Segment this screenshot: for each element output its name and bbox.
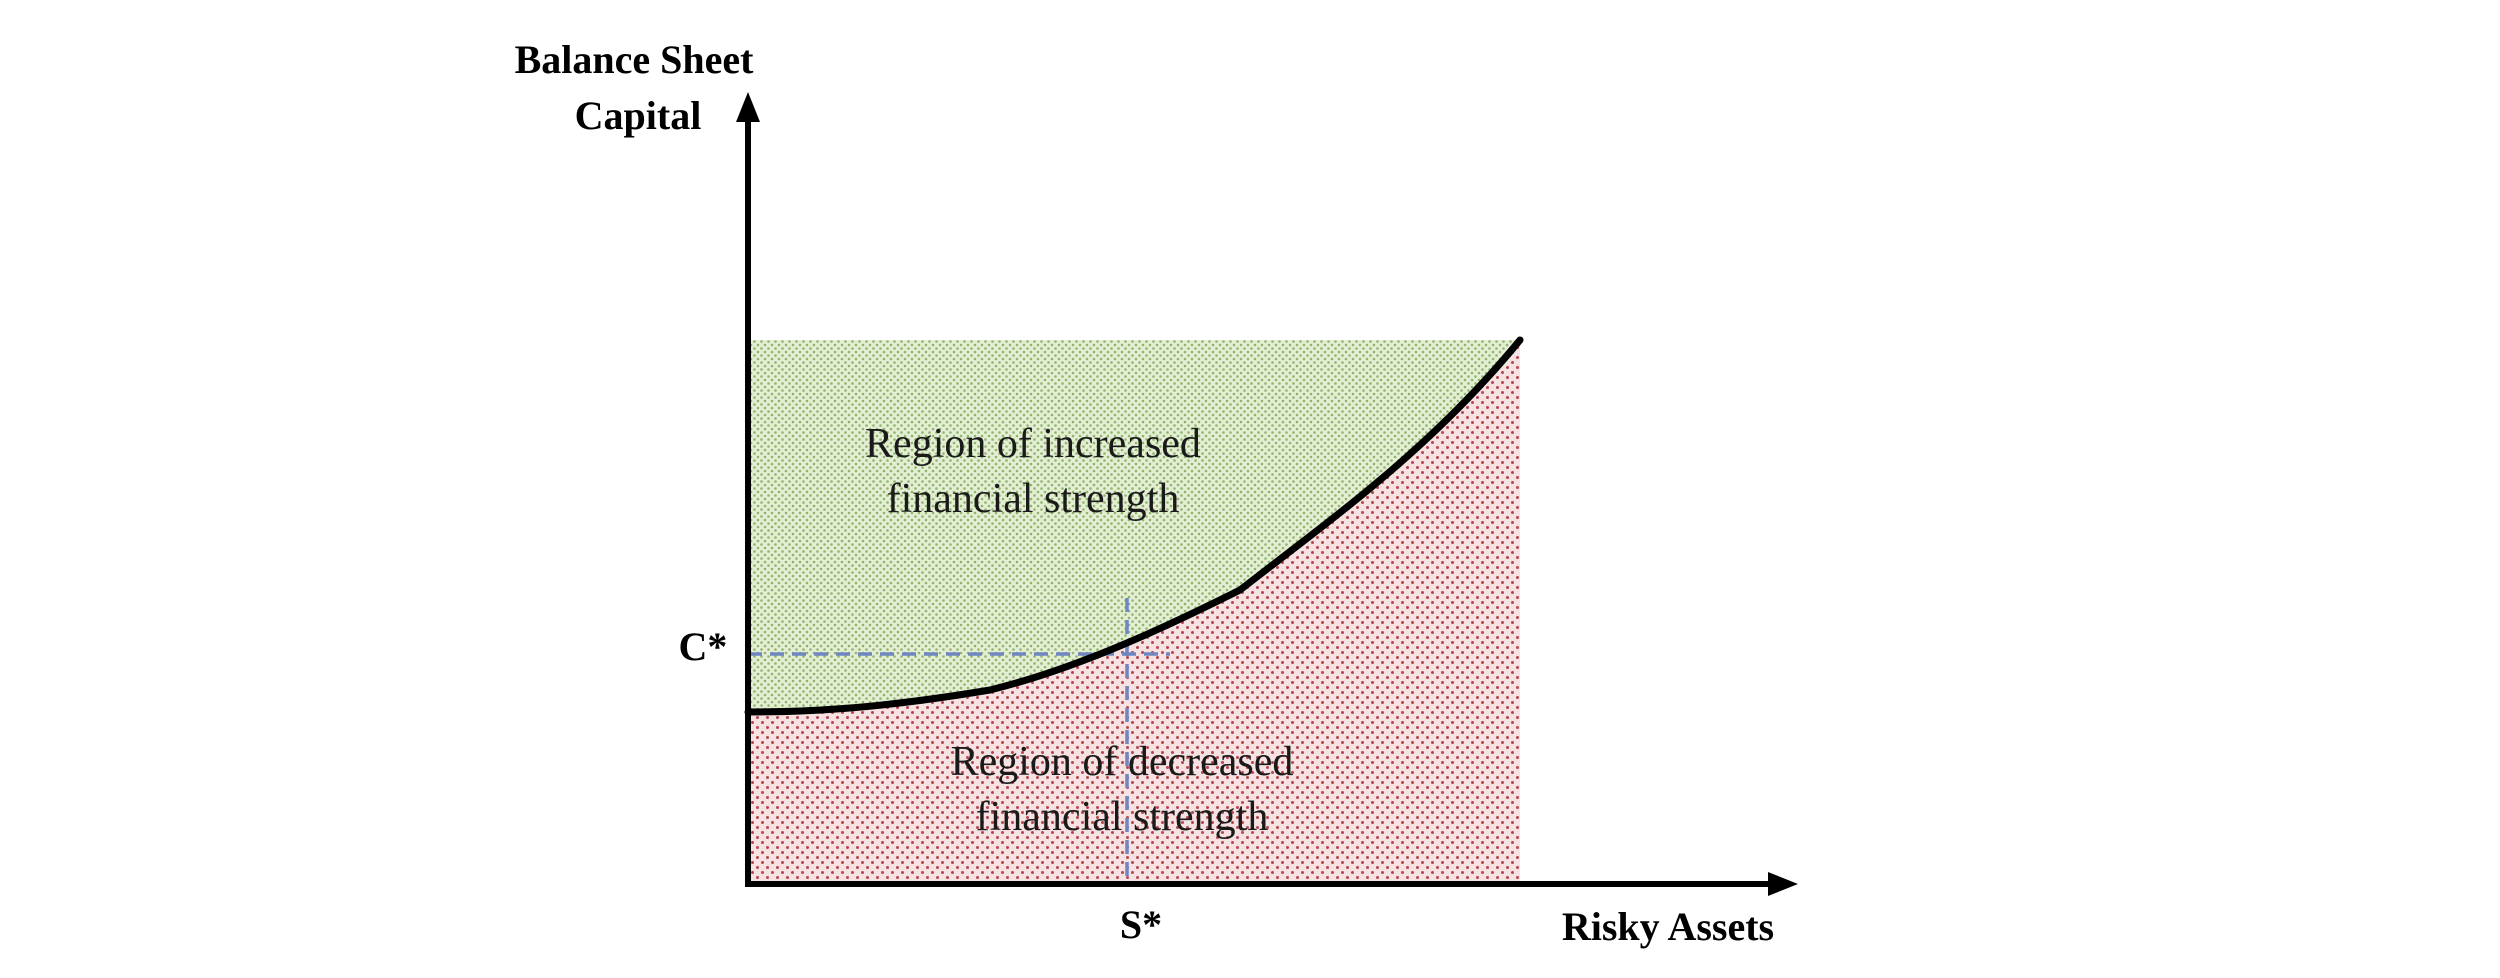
region-decreased-label-line2: financial strength (976, 794, 1269, 840)
region-decreased-label-line1: Region of decreased (951, 739, 1294, 785)
region-increased-area (748, 340, 1520, 712)
y-axis-arrowhead (736, 92, 760, 122)
region-increased-label-line1: Region of increased (865, 421, 1201, 467)
x-axis-arrowhead (1768, 872, 1798, 896)
s-star-label: S* (1120, 902, 1162, 947)
x-axis-title: Risky Assets (1562, 904, 1774, 949)
y-axis-title-line1: Balance Sheet (515, 37, 755, 82)
c-star-label: C* (679, 624, 728, 669)
capital-threshold-curve (744, 336, 1524, 716)
region-decreased-area (748, 340, 1520, 884)
y-axis-title-line2: Capital (575, 93, 702, 138)
region-increased-label-line2: financial strength (887, 476, 1180, 522)
